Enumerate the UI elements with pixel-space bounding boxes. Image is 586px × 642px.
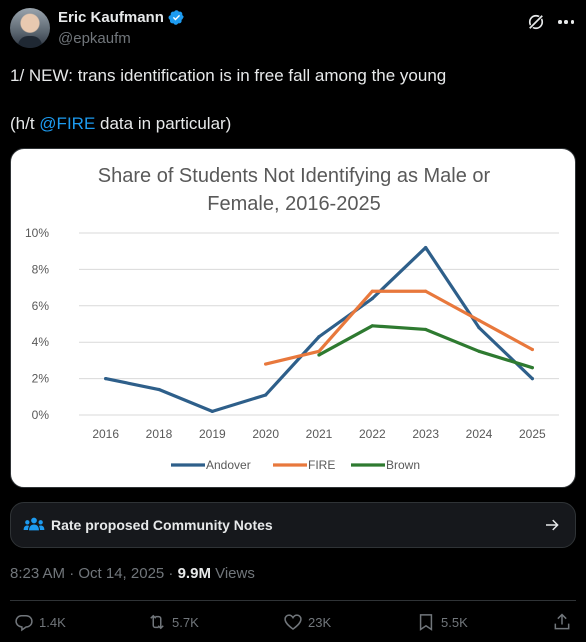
x-tick-label: 2020 [252,427,279,441]
repost-button[interactable]: 5.7K [147,612,199,632]
views-label: Views [210,565,255,582]
divider [10,600,576,601]
data-point-fire [264,362,268,366]
x-tick-label: 2016 [92,427,119,441]
data-point-andover [424,245,428,250]
tweet-header: Eric Kaufmann @epkaufm [10,8,576,52]
data-point-brown [317,353,321,357]
share-icon [554,613,570,630]
data-point-andover [477,326,481,330]
data-point-brown [530,366,534,370]
avatar[interactable] [10,8,50,48]
y-tick-label: 6% [32,299,50,313]
y-tick-label: 8% [32,262,50,276]
author-name-row: Eric Kaufmann [58,9,185,26]
line-chart: Share of Students Not Identifying as Mal… [25,165,559,472]
grok-icon[interactable] [526,12,546,32]
legend-label-andover: Andover [206,458,251,472]
x-tick-label: 2024 [466,427,493,441]
views-count: 9.9M [177,565,211,582]
tweet-line-1: 1/ NEW: trans identification is in free … [10,66,447,85]
data-point-brown [370,324,374,328]
data-point-andover [104,377,108,381]
action-bar: 1.4K 5.7K 23K 5.5K [10,612,576,638]
x-tick-label: 2025 [519,427,546,441]
data-point-fire [424,289,428,293]
data-point-brown [477,349,481,353]
repost-icon [150,614,164,630]
data-point-andover [317,335,321,339]
data-point-brown [424,327,428,332]
reply-button[interactable]: 1.4K [14,612,66,632]
reply-icon [15,615,33,632]
data-point-fire [317,349,321,353]
tweet-line-2-suffix: data in particular) [95,114,232,133]
x-tick-label: 2023 [412,427,439,441]
share-button[interactable] [552,612,572,632]
chart-image[interactable]: Share of Students Not Identifying as Mal… [10,148,576,488]
more-options-icon[interactable] [556,12,576,32]
chart-title-line-1: Share of Students Not Identifying as Mal… [98,165,491,187]
like-button[interactable]: 23K [283,612,331,632]
data-point-andover [157,387,161,392]
heart-icon [284,614,302,631]
data-point-fire [477,318,481,322]
tweet-line-2: (h/t @FIRE data in particular) [10,112,576,136]
tweet-line-2-prefix: (h/t [10,114,40,133]
legend-label-fire: FIRE [308,458,335,472]
data-point-fire [370,289,374,293]
community-notes-label: Rate proposed Community Notes [51,517,273,533]
tweet-text: 1/ NEW: trans identification is in free … [10,64,576,136]
people-icon [23,517,45,531]
data-point-andover [370,296,374,301]
data-point-andover [264,393,268,397]
bookmark-count: 5.5K [441,614,468,630]
legend-label-brown: Brown [386,458,420,472]
data-point-andover [530,377,534,381]
arrow-right-icon [546,519,559,531]
data-point-fire [530,347,534,352]
bookmark-icon [419,614,433,631]
tweet-meta: 8:23 AM · Oct 14, 2025 · 9.9M Views [10,565,255,582]
author-name[interactable]: Eric Kaufmann [58,9,164,26]
series-line-fire [264,289,534,366]
y-tick-label: 4% [32,335,50,349]
like-count: 23K [308,614,332,630]
x-tick-label: 2019 [199,427,226,441]
x-tick-label: 2022 [359,427,386,441]
tweet-timestamp[interactable]: 8:23 AM · Oct 14, 2025 · [10,565,178,582]
x-tick-label: 2018 [146,427,173,441]
series-line-andover [104,245,534,413]
y-tick-label: 10% [25,226,49,240]
reply-count: 1.4K [39,614,66,630]
community-notes-button[interactable]: Rate proposed Community Notes [10,502,576,548]
x-tick-label: 2021 [306,427,333,441]
repost-count: 5.7K [172,614,199,630]
bookmark-button[interactable]: 5.5K [416,612,468,632]
mention-link[interactable]: @FIRE [39,114,96,133]
y-tick-label: 2% [32,372,50,386]
data-point-andover [210,409,214,413]
y-tick-label: 0% [32,408,50,422]
chart-title-line-2: Female, 2016-2025 [207,193,380,215]
author-handle[interactable]: @epkaufm [58,30,131,47]
verified-badge-icon [168,10,184,25]
